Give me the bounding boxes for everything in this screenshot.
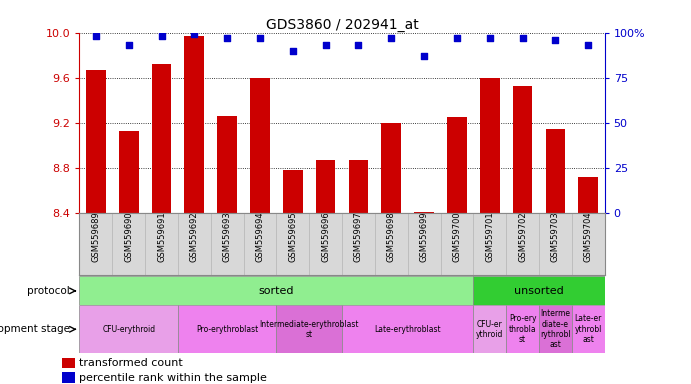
Bar xyxy=(62,358,75,368)
Bar xyxy=(506,305,539,353)
Text: Interme
diate-e
rythrobl
ast: Interme diate-e rythrobl ast xyxy=(540,309,571,349)
Bar xyxy=(381,123,401,213)
Bar xyxy=(217,116,237,213)
Bar xyxy=(447,117,466,213)
Bar xyxy=(184,36,204,213)
Text: percentile rank within the sample: percentile rank within the sample xyxy=(79,372,267,383)
Bar xyxy=(79,305,178,353)
Point xyxy=(419,53,430,59)
Title: GDS3860 / 202941_at: GDS3860 / 202941_at xyxy=(265,18,419,31)
Point xyxy=(189,31,200,38)
Point xyxy=(353,42,364,48)
Point xyxy=(320,42,331,48)
Point xyxy=(222,35,233,41)
Text: protocol: protocol xyxy=(27,286,70,296)
Bar xyxy=(62,372,75,382)
Bar xyxy=(539,305,571,353)
Bar xyxy=(342,305,473,353)
Bar xyxy=(283,170,303,213)
Text: development stage: development stage xyxy=(0,324,70,334)
Point xyxy=(517,35,528,41)
Text: sorted: sorted xyxy=(258,286,294,296)
Bar xyxy=(473,276,605,305)
Bar xyxy=(473,305,506,353)
Point xyxy=(484,35,495,41)
Point xyxy=(583,42,594,48)
Text: CFU-er
ythroid: CFU-er ythroid xyxy=(476,319,504,339)
Bar xyxy=(250,78,269,213)
Text: Late-er
ythrobl
ast: Late-er ythrobl ast xyxy=(574,314,602,344)
Point xyxy=(287,48,299,54)
Bar xyxy=(571,305,605,353)
Bar xyxy=(578,177,598,213)
Bar xyxy=(513,86,532,213)
Point xyxy=(451,35,462,41)
Text: transformed count: transformed count xyxy=(79,358,183,368)
Bar xyxy=(348,160,368,213)
Bar xyxy=(276,305,342,353)
Point xyxy=(91,33,102,39)
Point xyxy=(156,33,167,39)
Bar xyxy=(414,212,434,213)
Bar xyxy=(79,276,473,305)
Point xyxy=(254,35,265,41)
Bar xyxy=(316,160,335,213)
Text: CFU-erythroid: CFU-erythroid xyxy=(102,325,155,334)
Point xyxy=(123,42,134,48)
Bar xyxy=(545,129,565,213)
Text: Late-erythroblast: Late-erythroblast xyxy=(375,325,441,334)
Bar xyxy=(86,70,106,213)
Text: unsorted: unsorted xyxy=(514,286,564,296)
Text: Pro-erythroblast: Pro-erythroblast xyxy=(196,325,258,334)
Text: Pro-ery
throbla
st: Pro-ery throbla st xyxy=(509,314,536,344)
Bar xyxy=(480,78,500,213)
Point xyxy=(386,35,397,41)
Bar xyxy=(151,64,171,213)
Text: Intermediate-erythroblast
st: Intermediate-erythroblast st xyxy=(260,319,359,339)
Bar xyxy=(178,305,276,353)
Point xyxy=(550,37,561,43)
Bar xyxy=(119,131,138,213)
